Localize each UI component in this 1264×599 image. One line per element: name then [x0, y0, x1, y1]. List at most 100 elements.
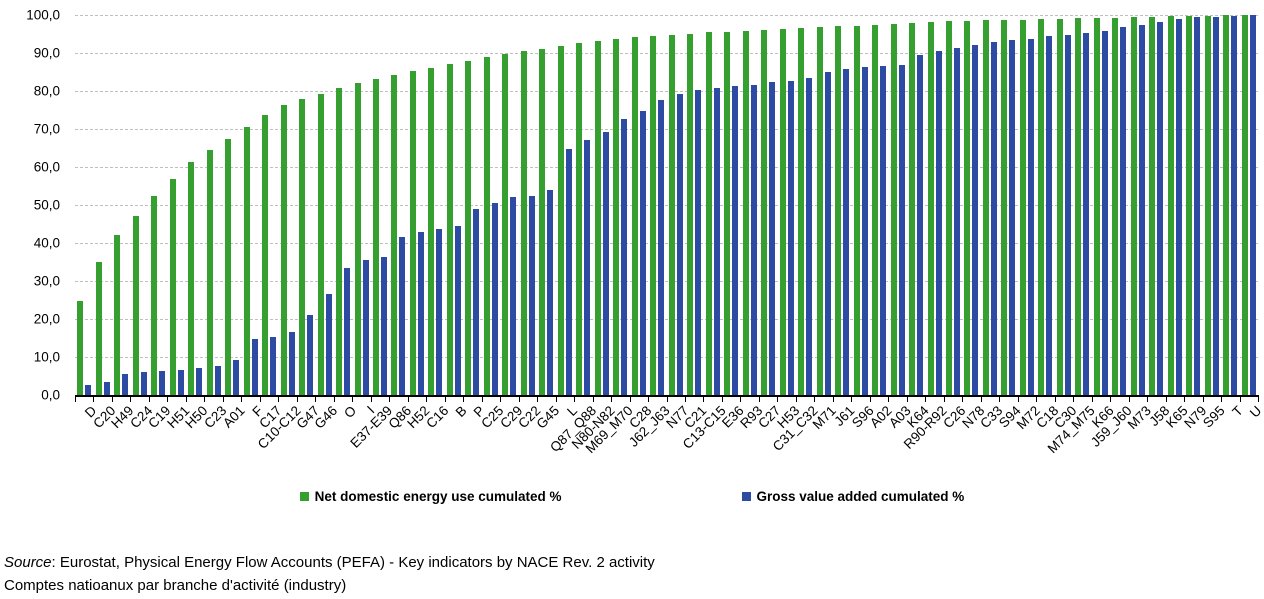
source-note: Source: Eurostat, Physical Energy Flow A… — [4, 551, 655, 597]
bar-gva — [344, 268, 351, 395]
bar-gva — [1009, 40, 1016, 395]
bar-energy — [1075, 18, 1082, 395]
bar-gva — [732, 86, 739, 395]
bar-gva — [1120, 27, 1127, 395]
x-axis-tick — [555, 397, 557, 402]
x-axis-tick — [925, 397, 927, 402]
x-axis-tick — [629, 397, 631, 402]
x-axis-tick — [851, 397, 853, 402]
category-group — [130, 15, 148, 395]
gridline — [75, 243, 1258, 244]
bar-gva — [695, 89, 702, 395]
x-axis-tick — [518, 397, 520, 402]
bar-gva — [843, 68, 850, 395]
bar-energy — [1149, 16, 1156, 395]
gridline — [75, 91, 1258, 92]
gridline — [75, 319, 1258, 320]
bar-gva — [565, 149, 572, 395]
bar-gva — [528, 195, 535, 395]
category-group — [352, 15, 370, 395]
bar-energy — [668, 34, 675, 395]
source-label: Source — [4, 554, 52, 571]
bar-gva — [510, 197, 517, 395]
legend-swatch-energy-icon — [299, 492, 309, 501]
x-axis-tick — [611, 397, 613, 402]
x-axis-tick — [241, 397, 243, 402]
category-group — [371, 15, 389, 395]
bar-energy — [557, 45, 564, 395]
bar-gva — [436, 228, 443, 395]
bar-gva — [325, 294, 332, 395]
category-group — [112, 15, 130, 395]
bar-gva — [362, 260, 369, 395]
bar-gva — [1194, 17, 1201, 395]
y-tick-label: 70,0 — [33, 121, 60, 137]
bar-energy — [1223, 15, 1230, 395]
x-tick-label: B — [452, 403, 470, 420]
x-tick-label: O — [340, 403, 359, 422]
x-axis-tick — [93, 397, 95, 402]
x-axis-tick — [1128, 397, 1130, 402]
category-group — [241, 15, 259, 395]
x-axis-tick — [1036, 397, 1038, 402]
x-axis-tick — [389, 397, 391, 402]
bar-gva — [806, 77, 813, 395]
x-axis-tick — [222, 397, 224, 402]
x-axis-tick — [500, 397, 502, 402]
x-axis-tick — [1147, 397, 1149, 402]
category-group — [1221, 15, 1239, 395]
category-group — [278, 15, 296, 395]
bar-energy — [1019, 19, 1026, 395]
x-axis-tick — [204, 397, 206, 402]
bar-gva — [1138, 24, 1145, 395]
x-axis-tick — [296, 397, 298, 402]
x-axis-tick — [278, 397, 280, 402]
bar-gva — [491, 203, 498, 395]
plot-area — [75, 15, 1258, 395]
bar-gva — [880, 65, 887, 395]
bar-gva — [196, 368, 203, 395]
bar-gva — [177, 369, 184, 395]
bar-energy — [95, 262, 102, 395]
category-group — [1147, 15, 1165, 395]
bar-gva — [399, 237, 406, 395]
bar-energy — [1112, 17, 1119, 395]
x-axis-tick — [111, 397, 113, 402]
category-group — [630, 15, 648, 395]
bar-energy — [1241, 15, 1248, 395]
x-axis-tick — [1202, 397, 1204, 402]
category-group — [740, 15, 758, 395]
x-axis-tick — [814, 397, 816, 402]
x-axis-tick — [426, 397, 428, 402]
y-tick-label: 10,0 — [33, 349, 60, 365]
bar-energy — [1204, 15, 1211, 395]
bar-energy — [576, 43, 583, 395]
bar-energy — [483, 56, 490, 395]
x-axis-tick — [1239, 397, 1241, 402]
x-axis-tick — [333, 397, 335, 402]
category-group — [648, 15, 666, 395]
gridline — [75, 129, 1258, 130]
bar-energy — [650, 36, 657, 395]
bar-gva — [639, 110, 646, 395]
y-tick-label: 0,0 — [41, 387, 60, 403]
bar-gva — [676, 94, 683, 395]
category-group — [1036, 15, 1054, 395]
x-axis-tick — [463, 397, 465, 402]
bar-energy — [946, 21, 952, 395]
x-axis-tick — [1054, 397, 1056, 402]
bar-energy — [1001, 19, 1008, 395]
category-group — [556, 15, 574, 395]
bar-gva — [1231, 15, 1238, 395]
bar-energy — [1038, 19, 1045, 395]
x-axis-tick — [75, 397, 76, 402]
x-axis-tick — [407, 397, 409, 402]
bar-energy — [372, 78, 379, 395]
x-axis-tick — [148, 397, 150, 402]
bar-energy — [354, 83, 361, 395]
bar-energy — [594, 40, 601, 395]
category-group — [167, 15, 185, 395]
x-axis-tick — [315, 397, 317, 402]
legend-item-energy: Net domestic energy use cumulated % — [299, 489, 562, 504]
category-group — [1240, 15, 1258, 395]
